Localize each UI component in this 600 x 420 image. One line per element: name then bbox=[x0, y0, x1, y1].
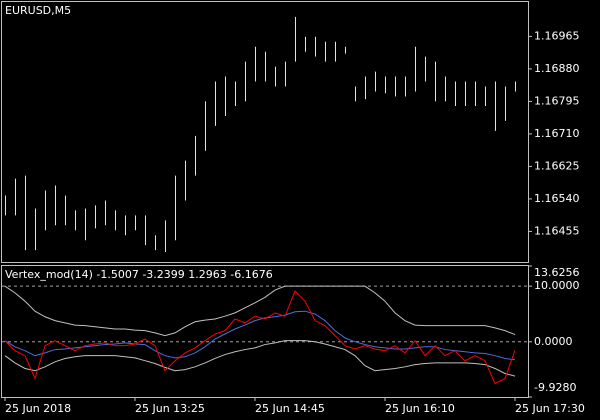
x-tick-label: 25 Jun 14:45 bbox=[255, 402, 325, 415]
y-tick-label: 1.16965 bbox=[534, 29, 580, 42]
x-tick-label: 25 Jun 13:25 bbox=[135, 402, 205, 415]
x-tick-label: 25 Jun 16:10 bbox=[385, 402, 455, 415]
y-tick-label: 1.16880 bbox=[534, 62, 580, 75]
price-frame bbox=[1, 1, 529, 263]
y-tick-label: 1.16455 bbox=[534, 224, 580, 237]
y-tick-label: 0.0000 bbox=[534, 335, 573, 348]
chart-title: EURUSD,M5 bbox=[5, 4, 71, 17]
y-tick-label: 1.16795 bbox=[534, 94, 580, 107]
y-tick-label: 1.16710 bbox=[534, 127, 580, 140]
y-tick-label: 1.16540 bbox=[534, 192, 580, 205]
indicator-title: Vertex_mod(14) -1.5007 -3.2399 1.2963 -6… bbox=[5, 268, 273, 281]
indicator-line bbox=[4, 290, 516, 385]
indicator-line bbox=[4, 285, 516, 337]
y-tick-label: 1.16625 bbox=[534, 159, 580, 172]
indicator-frame bbox=[1, 265, 529, 398]
y-tick-label: 13.6256 bbox=[534, 266, 580, 279]
indicator-line bbox=[4, 340, 516, 377]
y-tick-label: 10.0000 bbox=[534, 279, 580, 292]
y-tick-label: -9.9280 bbox=[534, 381, 576, 394]
indicator-line bbox=[4, 310, 516, 361]
x-tick-label: 25 Jun 17:30 bbox=[515, 402, 585, 415]
x-tick-label: 25 Jun 2018 bbox=[5, 402, 71, 415]
